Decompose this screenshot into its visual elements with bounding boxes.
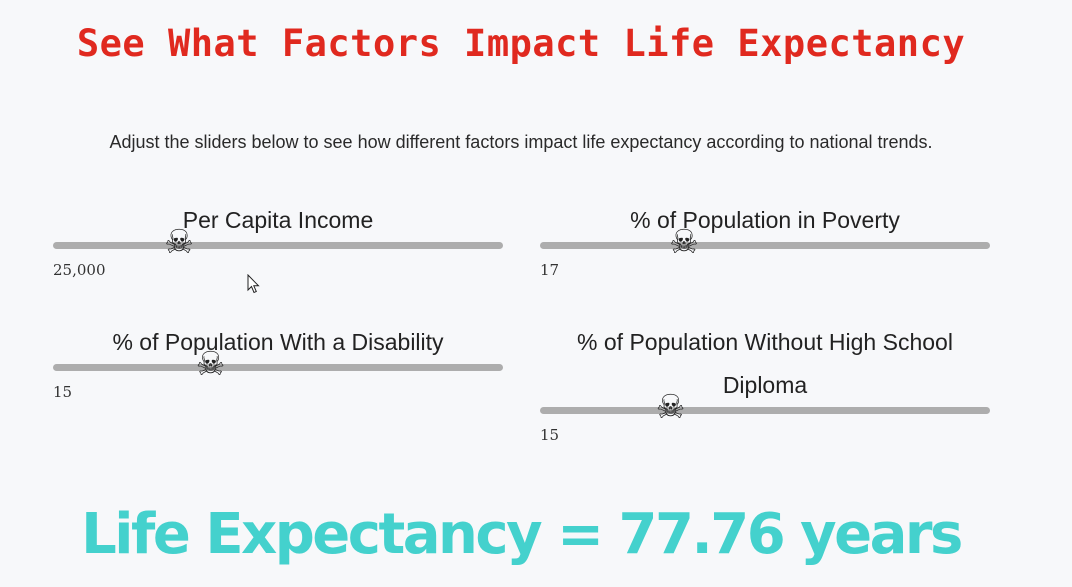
- slider-income-value: 25,000: [53, 261, 106, 279]
- slider-no-diploma-label-line1: % of Population Without High School: [577, 329, 953, 355]
- slider-income: Per Capita Income ☠ 25,000: [53, 199, 503, 279]
- page-subtitle: Adjust the sliders below to see how diff…: [109, 132, 933, 152]
- slider-income-label: Per Capita Income: [182, 207, 374, 233]
- slider-poverty: % of Population in Poverty ☠ 17: [540, 199, 990, 279]
- page-title: See What Factors Impact Life Expectancy: [76, 22, 966, 65]
- slider-disability-value: 15: [53, 383, 73, 401]
- life-expectancy-result: Life Expectancy = 77.76 years: [81, 502, 963, 567]
- slider-poverty-label: % of Population in Poverty: [630, 207, 900, 233]
- slider-no-diploma: % of Population Without High School Dipl…: [540, 321, 990, 444]
- slider-income-track[interactable]: ☠: [53, 223, 503, 260]
- slider-no-diploma-label-line2: Diploma: [722, 372, 808, 398]
- slider-no-diploma-track[interactable]: ☠: [540, 388, 990, 425]
- skull-crossbones-icon[interactable]: ☠: [164, 223, 194, 260]
- slider-disability-label: % of Population With a Disability: [112, 329, 444, 355]
- mouse-cursor-icon: [247, 274, 260, 294]
- slider-disability: % of Population With a Disability ☠ 15: [53, 321, 503, 401]
- slider-no-diploma-value: 15: [540, 426, 560, 444]
- skull-crossbones-icon[interactable]: ☠: [655, 388, 686, 425]
- slider-poverty-track[interactable]: ☠: [540, 223, 990, 260]
- skull-crossbones-icon[interactable]: ☠: [195, 345, 226, 382]
- slider-poverty-value: 17: [540, 261, 560, 279]
- skull-crossbones-icon[interactable]: ☠: [669, 223, 699, 260]
- slider-disability-track[interactable]: ☠: [53, 345, 503, 382]
